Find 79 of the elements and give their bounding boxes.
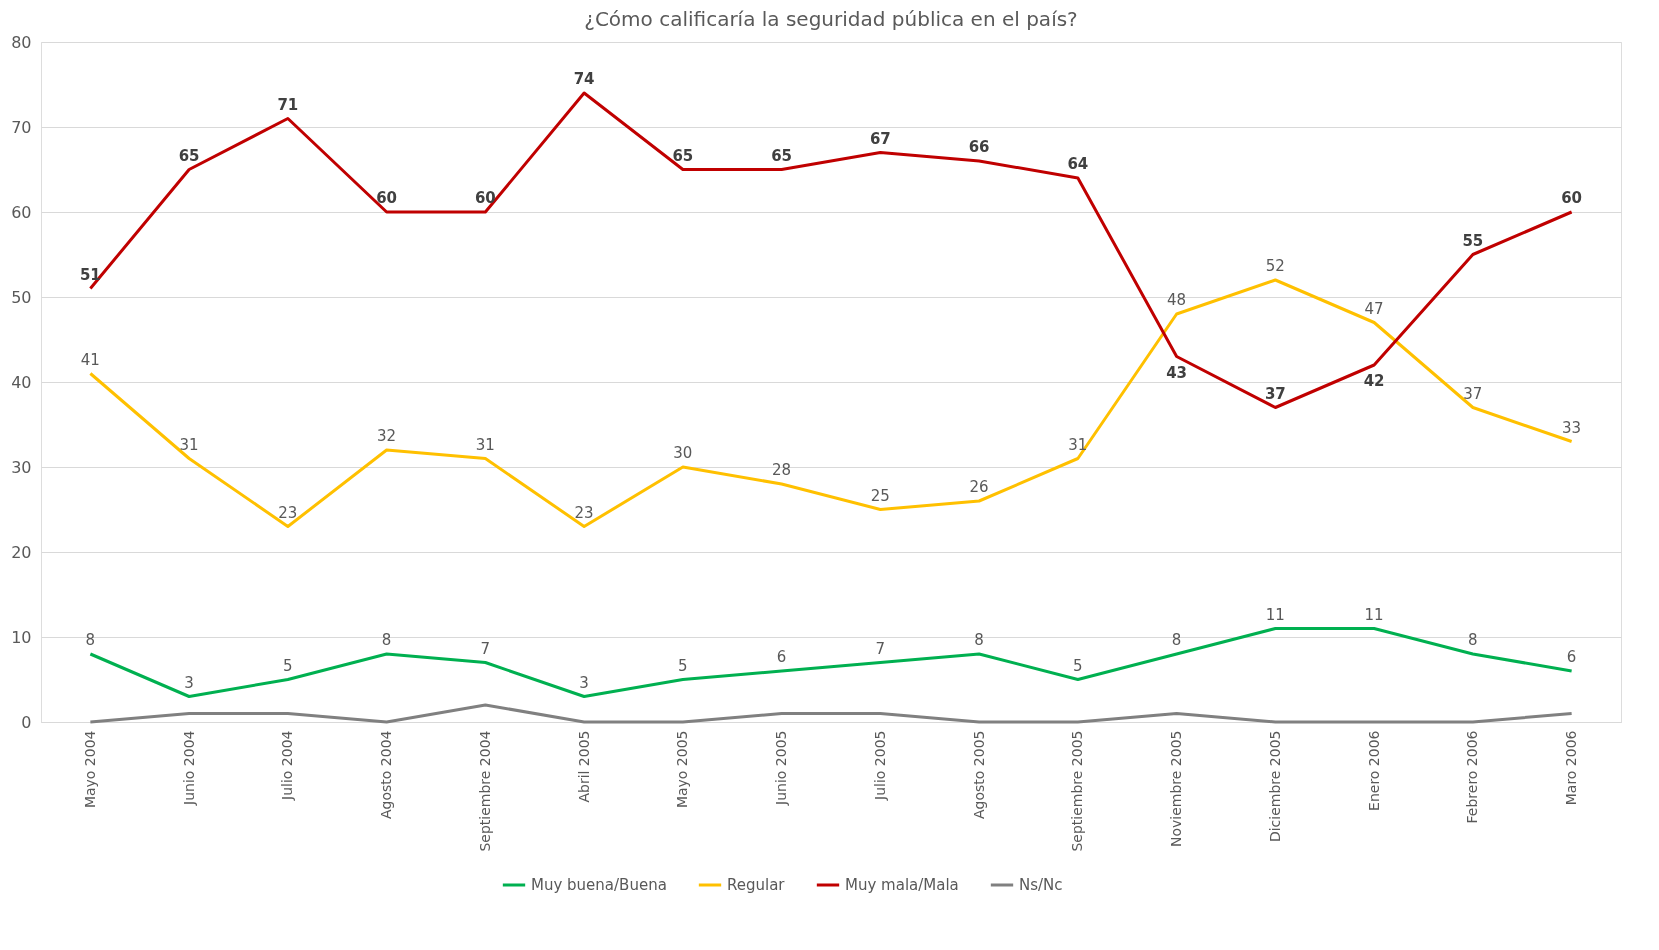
data-label: 64 xyxy=(1067,155,1089,173)
data-label: 5 xyxy=(283,656,293,675)
data-label: 52 xyxy=(1265,257,1285,275)
data-label: 65 xyxy=(771,146,793,165)
data-label: 67 xyxy=(869,129,891,148)
data-label: 51 xyxy=(79,265,101,284)
data-label: 23 xyxy=(278,503,298,522)
x-tick-label: Julio 2005 xyxy=(871,730,888,801)
data-label: 3 xyxy=(579,673,589,692)
x-tick-label: Septiembre 2004 xyxy=(476,730,493,852)
data-label: 8 xyxy=(1468,631,1478,649)
x-tick-label: Noviembre 2005 xyxy=(1168,730,1185,847)
x-tick-label: Agosto 2005 xyxy=(970,730,987,819)
x-tick-label: Junio 2005 xyxy=(773,730,790,806)
x-tick-label: Enero 2006 xyxy=(1365,730,1382,811)
legend-label: Muy mala/Mala xyxy=(845,876,959,894)
y-tick-label: 60 xyxy=(11,202,32,222)
x-tick-label: Junio 2004 xyxy=(180,730,197,806)
data-label: 55 xyxy=(1462,231,1484,250)
data-label: 30 xyxy=(673,444,693,462)
legend-label: Regular xyxy=(727,876,786,894)
y-tick-label: 10 xyxy=(11,627,32,647)
x-tick-label: Maro 2006 xyxy=(1563,730,1580,806)
data-label: 11 xyxy=(1364,605,1384,624)
data-label: 43 xyxy=(1166,363,1188,382)
data-label: 6 xyxy=(1566,648,1577,666)
x-tick-label: Abril 2005 xyxy=(575,730,592,803)
line-series xyxy=(88,627,1574,698)
data-label: 47 xyxy=(1364,299,1384,318)
data-label: 23 xyxy=(574,503,594,522)
y-tick-label: 50 xyxy=(11,287,32,307)
legend-label: Muy buena/Buena xyxy=(531,876,667,894)
data-label: 60 xyxy=(474,189,496,207)
data-label: 3 xyxy=(184,673,194,692)
data-label: 8 xyxy=(85,631,96,649)
legend-label: Ns/Nc xyxy=(1019,876,1063,894)
data-label: 60 xyxy=(376,189,398,207)
x-tick-label: Agosto 2004 xyxy=(378,730,395,819)
data-label: 33 xyxy=(1562,418,1582,437)
data-label: 32 xyxy=(377,427,397,445)
y-tick-label: 0 xyxy=(21,712,32,732)
x-tick-label: Diciembre 2005 xyxy=(1266,730,1283,843)
data-label: 65 xyxy=(672,146,694,165)
data-label: 71 xyxy=(277,95,299,114)
x-tick-label: Febrero 2006 xyxy=(1464,730,1481,824)
data-label: 37 xyxy=(1264,384,1286,403)
data-label: 31 xyxy=(179,435,199,454)
data-label: 25 xyxy=(870,486,890,505)
data-label: 26 xyxy=(969,478,989,496)
data-label: 28 xyxy=(772,461,792,479)
y-tick-label: 20 xyxy=(11,542,32,562)
y-tick-label: 70 xyxy=(11,117,32,137)
y-tick-label: 40 xyxy=(11,372,32,392)
data-label: 60 xyxy=(1561,189,1583,207)
data-label: 66 xyxy=(968,138,990,156)
data-label: 8 xyxy=(974,631,984,649)
data-label: 7 xyxy=(875,639,886,658)
data-label: 31 xyxy=(475,435,495,454)
data-label: 8 xyxy=(1171,631,1182,649)
data-label: 42 xyxy=(1363,372,1385,390)
data-label: 5 xyxy=(1073,656,1083,675)
chart-title: ¿Cómo calificaría la seguridad pública en el país? xyxy=(584,7,1078,31)
data-label: 48 xyxy=(1167,291,1187,309)
x-tick-label: Mayo 2005 xyxy=(674,730,691,809)
data-label: 7 xyxy=(480,639,491,658)
data-label: 74 xyxy=(573,70,595,88)
data-label: 31 xyxy=(1068,435,1088,454)
data-label: 41 xyxy=(80,350,100,369)
x-tick-label: Mayo 2004 xyxy=(81,730,98,809)
data-label: 6 xyxy=(776,648,787,666)
data-label: 11 xyxy=(1265,605,1285,624)
data-label: 65 xyxy=(178,146,200,165)
data-label: 5 xyxy=(678,656,688,675)
data-label: 8 xyxy=(381,631,392,649)
y-tick-label: 80 xyxy=(11,32,32,52)
data-label: 37 xyxy=(1463,384,1483,403)
x-tick-label: Septiembre 2005 xyxy=(1069,730,1086,852)
x-tick-label: Julio 2004 xyxy=(279,730,296,801)
y-tick-label: 30 xyxy=(11,457,32,477)
